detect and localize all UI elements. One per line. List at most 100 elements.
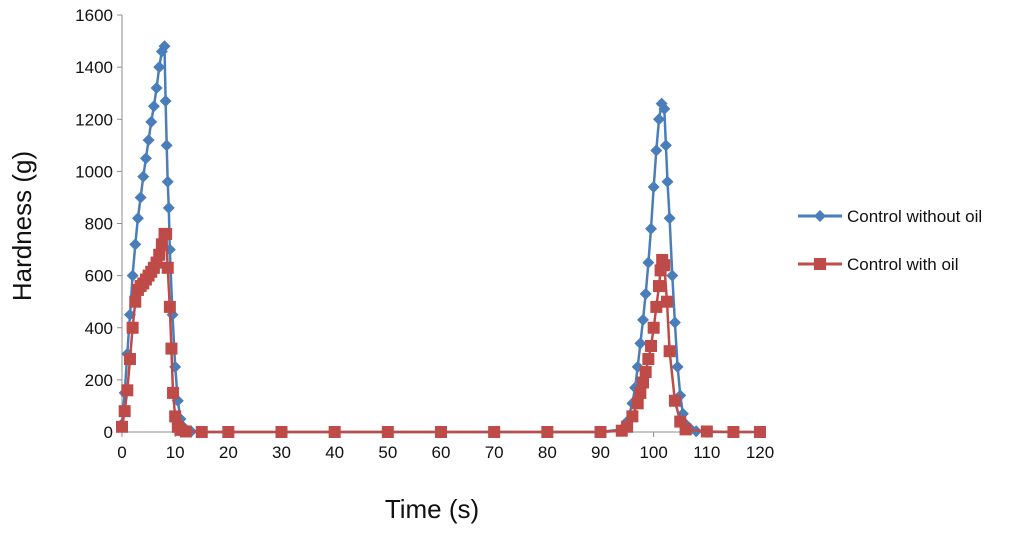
y-tick-label: 1600 xyxy=(75,6,113,25)
data-point xyxy=(169,410,182,423)
x-axis-title: Time (s) xyxy=(385,494,479,524)
x-tick-label: 80 xyxy=(538,443,557,462)
data-point xyxy=(642,256,655,269)
x-tick-label: 30 xyxy=(272,443,291,462)
data-point xyxy=(637,313,650,326)
data-point xyxy=(118,405,131,418)
data-point xyxy=(634,337,647,350)
data-point xyxy=(541,426,554,438)
data-point xyxy=(621,420,634,433)
data-point xyxy=(162,201,175,214)
data-point xyxy=(137,170,150,183)
data-point xyxy=(160,227,173,240)
data-point xyxy=(435,426,447,438)
x-tick-label: 90 xyxy=(591,443,610,462)
data-point xyxy=(754,426,766,438)
data-point xyxy=(142,134,155,147)
legend-label: Control without oil xyxy=(847,207,982,226)
data-point xyxy=(663,212,676,225)
data-point xyxy=(139,152,152,165)
data-point xyxy=(165,342,178,355)
data-point xyxy=(700,425,713,438)
data-point xyxy=(658,102,671,115)
data-point xyxy=(679,423,692,436)
data-point xyxy=(134,191,147,204)
data-point xyxy=(663,345,676,358)
legend-item: Control with oil xyxy=(798,255,959,274)
data-point xyxy=(642,353,655,366)
series-layer xyxy=(116,40,766,438)
data-point xyxy=(153,61,166,74)
data-point xyxy=(488,426,501,438)
x-tick-label: 70 xyxy=(485,443,504,462)
legend: Control without oil Control with oil xyxy=(798,207,982,274)
y-tick-label: 0 xyxy=(104,423,113,442)
y-tick-label: 200 xyxy=(85,371,113,390)
data-point xyxy=(668,394,681,407)
legend-item: Control without oil xyxy=(798,207,982,226)
x-tick-label: 60 xyxy=(432,443,451,462)
x-tick-label: 120 xyxy=(746,443,774,462)
data-point xyxy=(652,113,665,126)
data-point xyxy=(158,40,171,53)
data-point xyxy=(126,269,139,282)
y-tick-label: 1400 xyxy=(75,58,113,77)
data-point xyxy=(167,386,180,399)
data-point xyxy=(639,287,652,300)
data-point xyxy=(671,360,684,373)
data-point xyxy=(161,175,174,188)
y-tick-label: 600 xyxy=(85,267,113,286)
data-point xyxy=(129,295,142,308)
y-axis-title: Hardness (g) xyxy=(7,151,37,301)
data-point xyxy=(195,426,208,438)
x-tick-label: 20 xyxy=(219,443,238,462)
series-0 xyxy=(116,40,766,438)
y-tick-label: 800 xyxy=(85,215,113,234)
data-point xyxy=(652,280,665,293)
data-point xyxy=(129,238,142,251)
series-1 xyxy=(116,227,766,438)
data-point xyxy=(328,426,341,438)
data-point xyxy=(145,115,158,128)
data-point xyxy=(660,295,673,308)
data-point xyxy=(626,410,639,423)
data-point xyxy=(381,426,394,438)
data-point xyxy=(123,353,136,366)
data-point xyxy=(650,300,663,313)
data-point xyxy=(116,420,128,433)
data-point xyxy=(659,139,672,152)
data-point xyxy=(666,269,679,282)
data-point xyxy=(153,248,166,261)
data-point xyxy=(661,175,674,188)
data-point xyxy=(163,300,176,313)
data-point xyxy=(645,222,658,235)
data-point xyxy=(179,425,192,438)
data-point xyxy=(668,316,681,329)
x-tick-label: 10 xyxy=(166,443,185,462)
data-point xyxy=(645,339,658,352)
data-point xyxy=(639,366,652,379)
data-point xyxy=(637,376,650,389)
x-tick-label: 100 xyxy=(639,443,667,462)
x-tick-label: 40 xyxy=(325,443,344,462)
data-point xyxy=(647,181,660,194)
x-tick-label: 50 xyxy=(378,443,397,462)
data-point xyxy=(126,321,139,334)
y-tick-label: 1200 xyxy=(75,110,113,129)
data-point xyxy=(631,397,644,410)
legend-label: Control with oil xyxy=(847,255,959,274)
data-point xyxy=(275,426,288,438)
data-point xyxy=(650,144,663,157)
y-tick-label: 1000 xyxy=(75,162,113,181)
x-tick-label: 0 xyxy=(117,443,126,462)
data-point xyxy=(647,321,660,334)
data-point xyxy=(658,259,671,272)
x-tick-label: 110 xyxy=(693,443,720,462)
data-point xyxy=(594,426,607,438)
data-point xyxy=(160,139,173,152)
y-tick-label: 400 xyxy=(85,319,113,338)
legend-marker xyxy=(814,210,826,222)
data-point xyxy=(634,386,647,399)
